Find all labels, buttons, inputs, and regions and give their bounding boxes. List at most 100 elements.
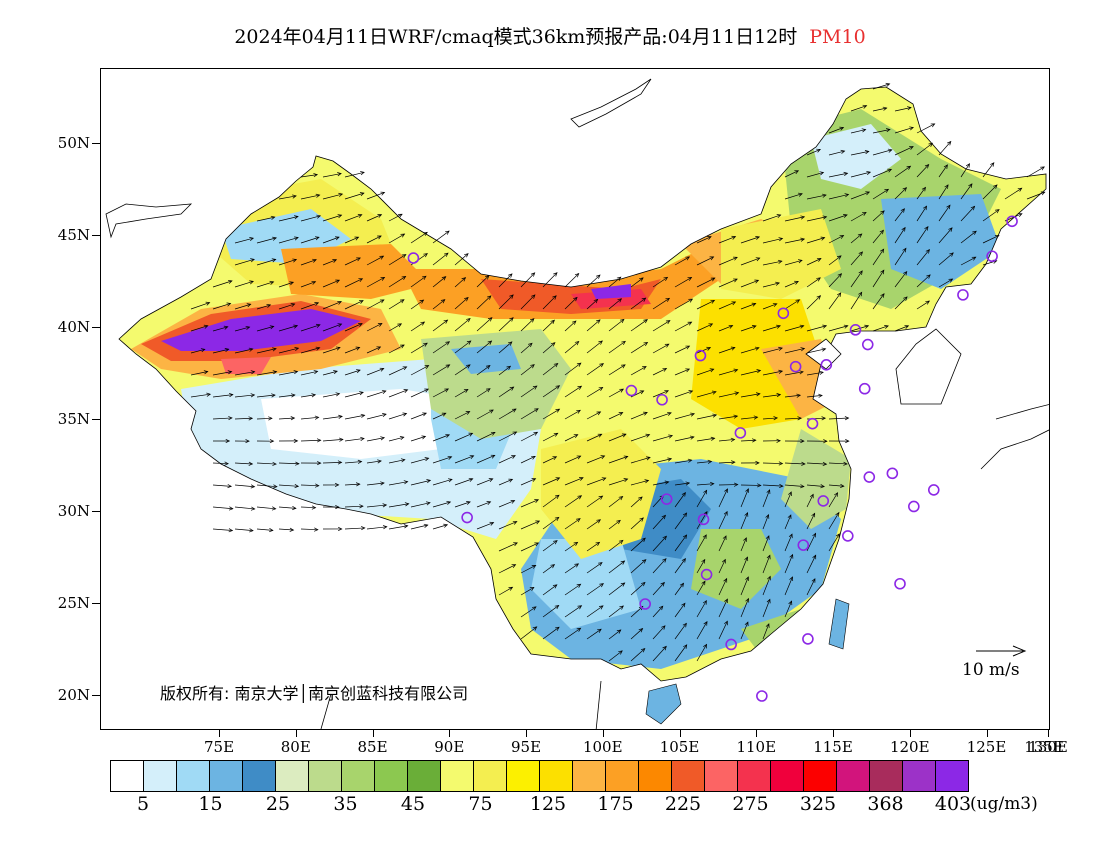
wind-arrow	[740, 621, 749, 640]
wind-arrow-head	[553, 363, 559, 368]
wind-arrow-head	[926, 274, 931, 279]
wind-arrow	[234, 506, 255, 510]
wind-arrow	[894, 146, 914, 156]
wind-arrow-head	[708, 323, 714, 328]
wind-arrow-head	[839, 235, 845, 239]
wind-arrow	[542, 584, 558, 596]
wind-arrow	[608, 433, 627, 442]
wind-arrow	[894, 127, 914, 134]
wind-arrow-head	[249, 280, 254, 285]
wind-arrow-head	[509, 294, 514, 299]
wind-arrow-head	[272, 461, 277, 466]
wind-arrow	[806, 533, 816, 552]
wind-arrow-head	[206, 392, 212, 397]
wind-arrow-head	[690, 412, 696, 417]
wind-arrow-head	[574, 272, 580, 278]
wind-arrow-head	[661, 625, 666, 630]
wind-arrow	[828, 172, 848, 178]
wind-arrow-head	[664, 480, 670, 485]
wind-arrow	[520, 626, 537, 640]
wind-arrow	[388, 323, 402, 332]
wind-arrow-head	[906, 165, 912, 170]
wind-arrow-head	[822, 324, 828, 329]
wind-arrow-head	[487, 317, 493, 322]
wind-arrow	[762, 599, 771, 618]
wind-arrow	[564, 455, 581, 464]
wind-arrow	[564, 605, 582, 618]
wind-arrow-head	[621, 364, 626, 369]
wind-arrow-head	[821, 347, 827, 352]
wind-arrow	[476, 431, 496, 442]
wind-arrow-head	[639, 390, 645, 395]
wind-arrow-head	[400, 344, 405, 349]
station-marker	[461, 511, 473, 524]
wind-arrow	[762, 214, 781, 222]
wind-arrow	[894, 208, 905, 222]
wind-arrow	[476, 275, 490, 288]
wind-arrow	[806, 462, 827, 465]
wind-arrow	[212, 280, 233, 288]
wind-arrow	[366, 299, 385, 310]
wind-arrow-head	[800, 215, 806, 220]
wind-arrow-head	[314, 527, 319, 532]
wind-arrow-head	[823, 439, 828, 444]
wind-arrow	[366, 390, 386, 398]
wind-arrow	[762, 325, 781, 332]
wind-arrow-head	[643, 342, 649, 347]
wind-arrow-head	[534, 499, 540, 503]
wind-arrow-head	[766, 598, 771, 604]
wind-arrow-head	[484, 275, 490, 280]
wind-arrow	[344, 257, 361, 266]
wind-arrow	[388, 459, 405, 464]
wind-arrow-head	[731, 301, 737, 306]
wind-arrow	[938, 278, 953, 288]
wind-arrow	[586, 340, 603, 354]
wind-arrow-head	[703, 511, 708, 516]
wind-arrow	[586, 274, 601, 288]
wind-arrow-head	[334, 236, 340, 241]
wind-arrow-head	[623, 455, 629, 460]
wind-arrow	[784, 325, 804, 332]
wind-arrow-head	[227, 279, 233, 284]
wind-arrow-head	[778, 461, 784, 466]
wind-arrow	[344, 527, 365, 530]
wind-arrow	[256, 304, 271, 310]
wind-arrow	[718, 511, 728, 530]
wind-arrow	[344, 347, 360, 354]
colorbar-label: 275	[732, 793, 769, 815]
wind-arrow-head	[531, 294, 536, 299]
wind-arrow	[696, 347, 711, 354]
wind-arrow-head	[205, 301, 211, 306]
wind-arrow	[608, 319, 625, 332]
wind-arrow	[652, 343, 669, 354]
wind-arrow-head	[800, 347, 806, 352]
wind-arrow-head	[228, 393, 234, 398]
wind-arrow-head	[574, 340, 580, 346]
wind-arrow-head	[765, 623, 770, 628]
wind-arrow-head	[662, 535, 667, 541]
wind-arrow-head	[200, 348, 206, 353]
wind-arrow-head	[358, 278, 364, 283]
wind-arrow	[674, 623, 687, 640]
wind-arrow-head	[1017, 187, 1023, 192]
wind-reference-label: 10 m/s	[962, 660, 1020, 680]
wind-arrow	[256, 371, 277, 376]
wind-arrow-head	[787, 514, 792, 519]
wind-arrow	[344, 392, 364, 398]
wind-arrow	[850, 292, 863, 310]
wind-arrow-head	[576, 362, 582, 367]
wind-arrow	[740, 576, 749, 596]
wind-arrow	[740, 556, 748, 574]
wind-arrow	[894, 227, 906, 244]
wind-arrow	[542, 432, 558, 442]
wind-arrow-head	[845, 439, 850, 444]
wind-arrow	[388, 389, 408, 398]
wind-arrow	[608, 276, 621, 288]
wind-arrow-head	[902, 247, 907, 253]
wind-arrow-head	[445, 230, 450, 235]
lon-tick	[679, 730, 681, 737]
wind-arrow	[432, 434, 450, 442]
colorbar-swatch	[903, 761, 936, 791]
wind-arrow-head	[688, 390, 694, 395]
wind-arrow-head	[733, 414, 739, 419]
